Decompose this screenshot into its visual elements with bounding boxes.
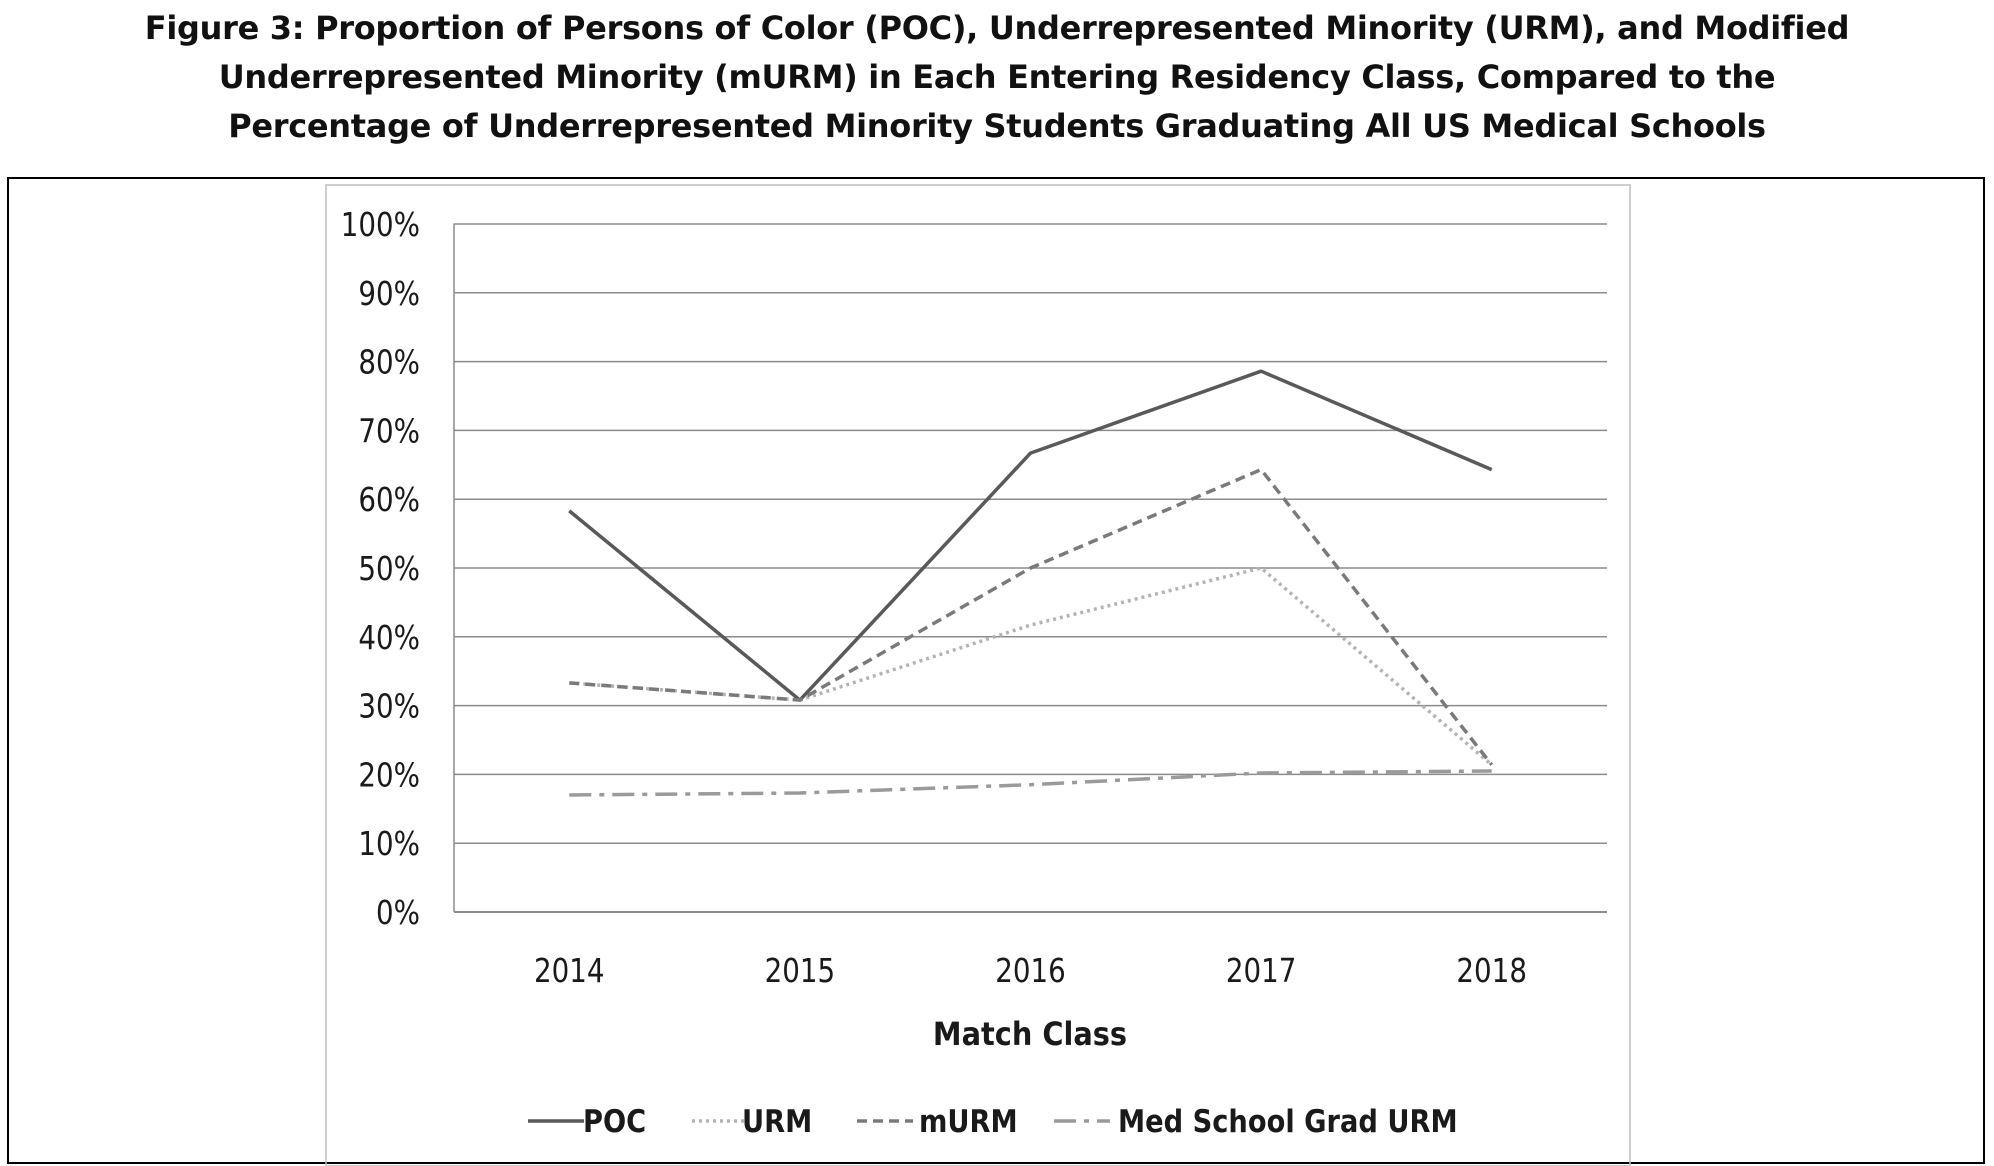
x-tick-label: 2016: [995, 953, 1066, 991]
y-tick-label: 0%: [376, 895, 420, 933]
y-tick-label: 100%: [341, 207, 420, 245]
figure-title: Figure 3: Proportion of Persons of Color…: [0, 4, 1994, 151]
legend-label: URM: [742, 1103, 812, 1139]
series-line-murm: [569, 467, 1494, 766]
figure-title-line-3: Percentage of Underrepresented Minority …: [228, 107, 1766, 145]
x-tick-label: 2015: [765, 953, 836, 991]
y-tick-label: 10%: [358, 826, 420, 864]
series-lines: [568, 369, 1494, 797]
legend-label: POC: [583, 1103, 646, 1139]
x-tick-label: 2018: [1456, 953, 1527, 991]
y-tick-label: 50%: [358, 551, 420, 589]
x-tick-label: 2014: [534, 953, 605, 991]
figure-title-line-1: Figure 3: Proportion of Persons of Color…: [144, 9, 1850, 47]
y-tick-label: 40%: [358, 620, 420, 658]
legend-label: mURM: [919, 1103, 1018, 1139]
y-tick-label: 70%: [358, 413, 420, 451]
y-tick-label: 20%: [358, 757, 420, 795]
legend-label: Med School Grad URM: [1118, 1103, 1458, 1139]
chart-area-border: [325, 184, 1631, 1166]
series-line-med-school-grad-urm: [569, 769, 1492, 797]
series-line-urm: [569, 566, 1493, 767]
outer-frame: [7, 177, 1985, 1164]
y-tick-label: 80%: [358, 344, 420, 382]
legend: POC URM mURM Med School Grad URM: [528, 1103, 1458, 1139]
x-axis-label: Match Class: [933, 1017, 1127, 1054]
x-tick-label: 2017: [1226, 953, 1297, 991]
gridlines: [453, 223, 1607, 913]
y-tick-label: 60%: [358, 482, 420, 520]
y-axis-ticks: 0% 10% 20% 30% 40% 50% 60% 70% 80% 90% 100%: [341, 207, 420, 933]
series-line-poc: [568, 369, 1493, 702]
x-axis-ticks: 2014 2015 2016 2017 2018: [534, 953, 1527, 991]
y-tick-label: 30%: [358, 688, 420, 726]
figure-title-line-2: Underrepresented Minority (mURM) in Each…: [218, 58, 1776, 96]
y-tick-label: 90%: [358, 276, 420, 314]
